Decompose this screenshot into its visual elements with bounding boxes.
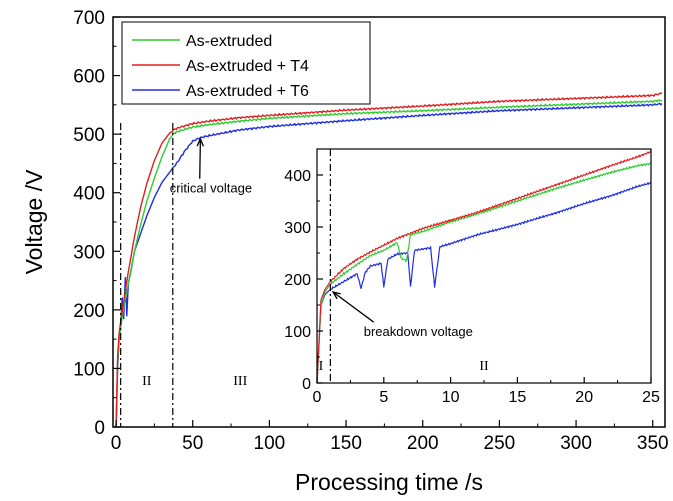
main-ytick-label-700: 700 [73,8,105,29]
inset-region-ii: II [479,359,489,374]
inset-annotations: breakdown voltage [331,291,473,339]
y-axis-title: Voltage /V [21,169,47,275]
x-axis-title: Processing time /s [295,469,483,495]
main-xtick-label-300: 300 [560,433,592,454]
inset-annotation-arrowhead [331,291,341,300]
inset-xtick-label-0: 0 [313,389,322,406]
inset-series-as-extruded-t4 [316,150,652,384]
main-xtick-label-150: 150 [330,433,362,454]
main-ytick-label-200: 200 [73,301,105,322]
inset-xtick-label-20: 20 [575,389,593,406]
main-annotation-critical-voltage: critical voltage [170,181,252,196]
main-annotation-arrowhead [196,137,204,147]
legend-label-as-extruded-t6: As-extruded + T6 [186,83,309,100]
main-region-labels: II III [142,374,248,389]
inset-region-i: I [319,359,324,374]
inset-ytick-label-300: 300 [284,220,311,237]
inset-region-labels: I II [319,359,489,374]
inset-axis-ticks: 0 5 10 15 20 25 0 100 200 300 400 [284,168,660,406]
inset-plot-lines [316,150,652,384]
legend-label-as-extruded-t4: As-extruded + T4 [186,58,309,75]
main-ytick-label-100: 100 [73,359,105,380]
inset-xtick-label-15: 15 [509,389,527,406]
inset-ytick-label-100: 100 [284,324,311,341]
inset-ytick-label-200: 200 [284,272,311,289]
legend-label-as-extruded: As-extruded [186,33,272,50]
inset-series-as-extruded-t6 [316,181,652,384]
main-region-dividers [120,123,174,427]
inset-ytick-label-0: 0 [302,376,311,393]
main-xtick-label-0: 0 [111,433,122,454]
main-axis-ticks: 0 50 100 150 200 250 300 3500100200300400500600… [73,8,668,454]
main-annotations: critical voltage [170,137,252,196]
main-annotation-arrow [199,138,202,179]
inset-annotation-arrow [332,291,375,323]
inset-annotation-breakdown-voltage: breakdown voltage [364,324,473,339]
main-xtick-label-250: 250 [484,433,516,454]
main-ytick-label-500: 500 [73,125,105,146]
inset-series-as-extruded [316,162,652,384]
inset-xtick-label-10: 10 [442,389,460,406]
main-xtick-label-50: 50 [182,433,203,454]
inset-xtick-label-5: 5 [379,389,388,406]
main-region-iii: III [233,374,247,389]
main-ytick-label-400: 400 [73,184,105,205]
main-ytick-label-600: 600 [73,67,105,88]
main-xtick-label-350: 350 [637,433,669,454]
legend: As-extruded As-extruded + T4 As-extruded +… [121,21,371,105]
main-region-ii: II [142,374,152,389]
inset-ytick-label-400: 400 [284,168,311,185]
main-series-as-extruded [115,99,663,428]
main-series-as-extruded-t4 [115,92,663,428]
inset-plot-frame [316,148,652,384]
main-xtick-label-200: 200 [407,433,439,454]
main-ytick-label-0: 0 [94,418,105,439]
inset-xtick-label-25: 25 [642,389,660,406]
inset-background [267,145,663,409]
main-series-as-extruded-t6 [115,102,663,428]
main-xtick-label-100: 100 [254,433,286,454]
main-ytick-label-300: 300 [73,242,105,263]
main-plot-lines [115,92,663,428]
